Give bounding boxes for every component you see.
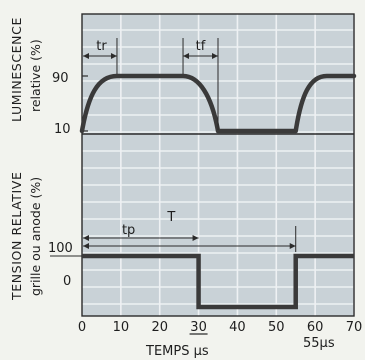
x-tick-label: 40 — [229, 320, 246, 335]
pulse-width-arrow-head — [192, 235, 199, 241]
voltage-curve — [82, 253, 354, 310]
x-tick-label: 0 — [78, 320, 86, 335]
voltage-axis-label-line1: TENSION RELATIVE — [9, 172, 24, 301]
luminance-axis-label-line1: LUMINESCENCE — [9, 17, 24, 122]
y-tick-luminance-10: 10 — [54, 122, 71, 137]
x-tick-label: 60 — [307, 320, 324, 335]
x-axis-label: TEMPS µs — [145, 344, 209, 359]
fall-time-arrow-head — [183, 53, 190, 59]
rise-time-arrow-head — [83, 53, 89, 59]
voltage-axis-label-line2: grille ou anode (%) — [28, 177, 43, 296]
rise-time-label: tr — [96, 39, 107, 54]
pulse-width-label: tp — [122, 223, 135, 238]
period-arrow-head — [83, 243, 89, 249]
period-label: T — [166, 210, 175, 225]
fall-time-label: tf — [196, 39, 206, 54]
plot-border — [81, 13, 355, 317]
x-tick-label: 10 — [113, 320, 130, 335]
y-tick-luminance-90: 90 — [52, 71, 69, 86]
x-tick-label: 70 — [346, 320, 363, 335]
period-arrow-head — [289, 243, 296, 249]
rise-time-arrow-head — [110, 53, 117, 59]
x-tick-label: 50 — [268, 320, 285, 335]
timing-annotations: tr tf tp T — [83, 38, 297, 252]
fall-time-arrow-head — [212, 53, 218, 59]
y-tick-voltage-0: 0 — [63, 274, 71, 289]
luminance-axis-label-line2: relative (%) — [28, 39, 43, 112]
x-tick-label: 20 — [151, 320, 168, 335]
period-end-label: 55µs — [303, 336, 335, 351]
pulse-width-arrow-head — [83, 235, 89, 241]
luminance-curve — [79, 73, 357, 134]
x-tick-labels: 0 10 20 30 40 50 60 70 — [78, 320, 362, 335]
x-tick-label: 30 — [190, 320, 207, 335]
y-tick-voltage-100: 100 — [48, 241, 73, 256]
